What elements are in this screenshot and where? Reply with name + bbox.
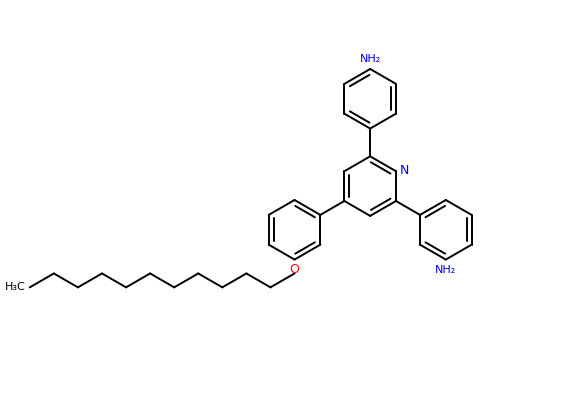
- Text: NH₂: NH₂: [360, 54, 381, 64]
- Text: O: O: [290, 263, 299, 275]
- Text: N: N: [400, 164, 409, 177]
- Text: NH₂: NH₂: [435, 265, 457, 275]
- Text: H₃C: H₃C: [5, 282, 26, 292]
